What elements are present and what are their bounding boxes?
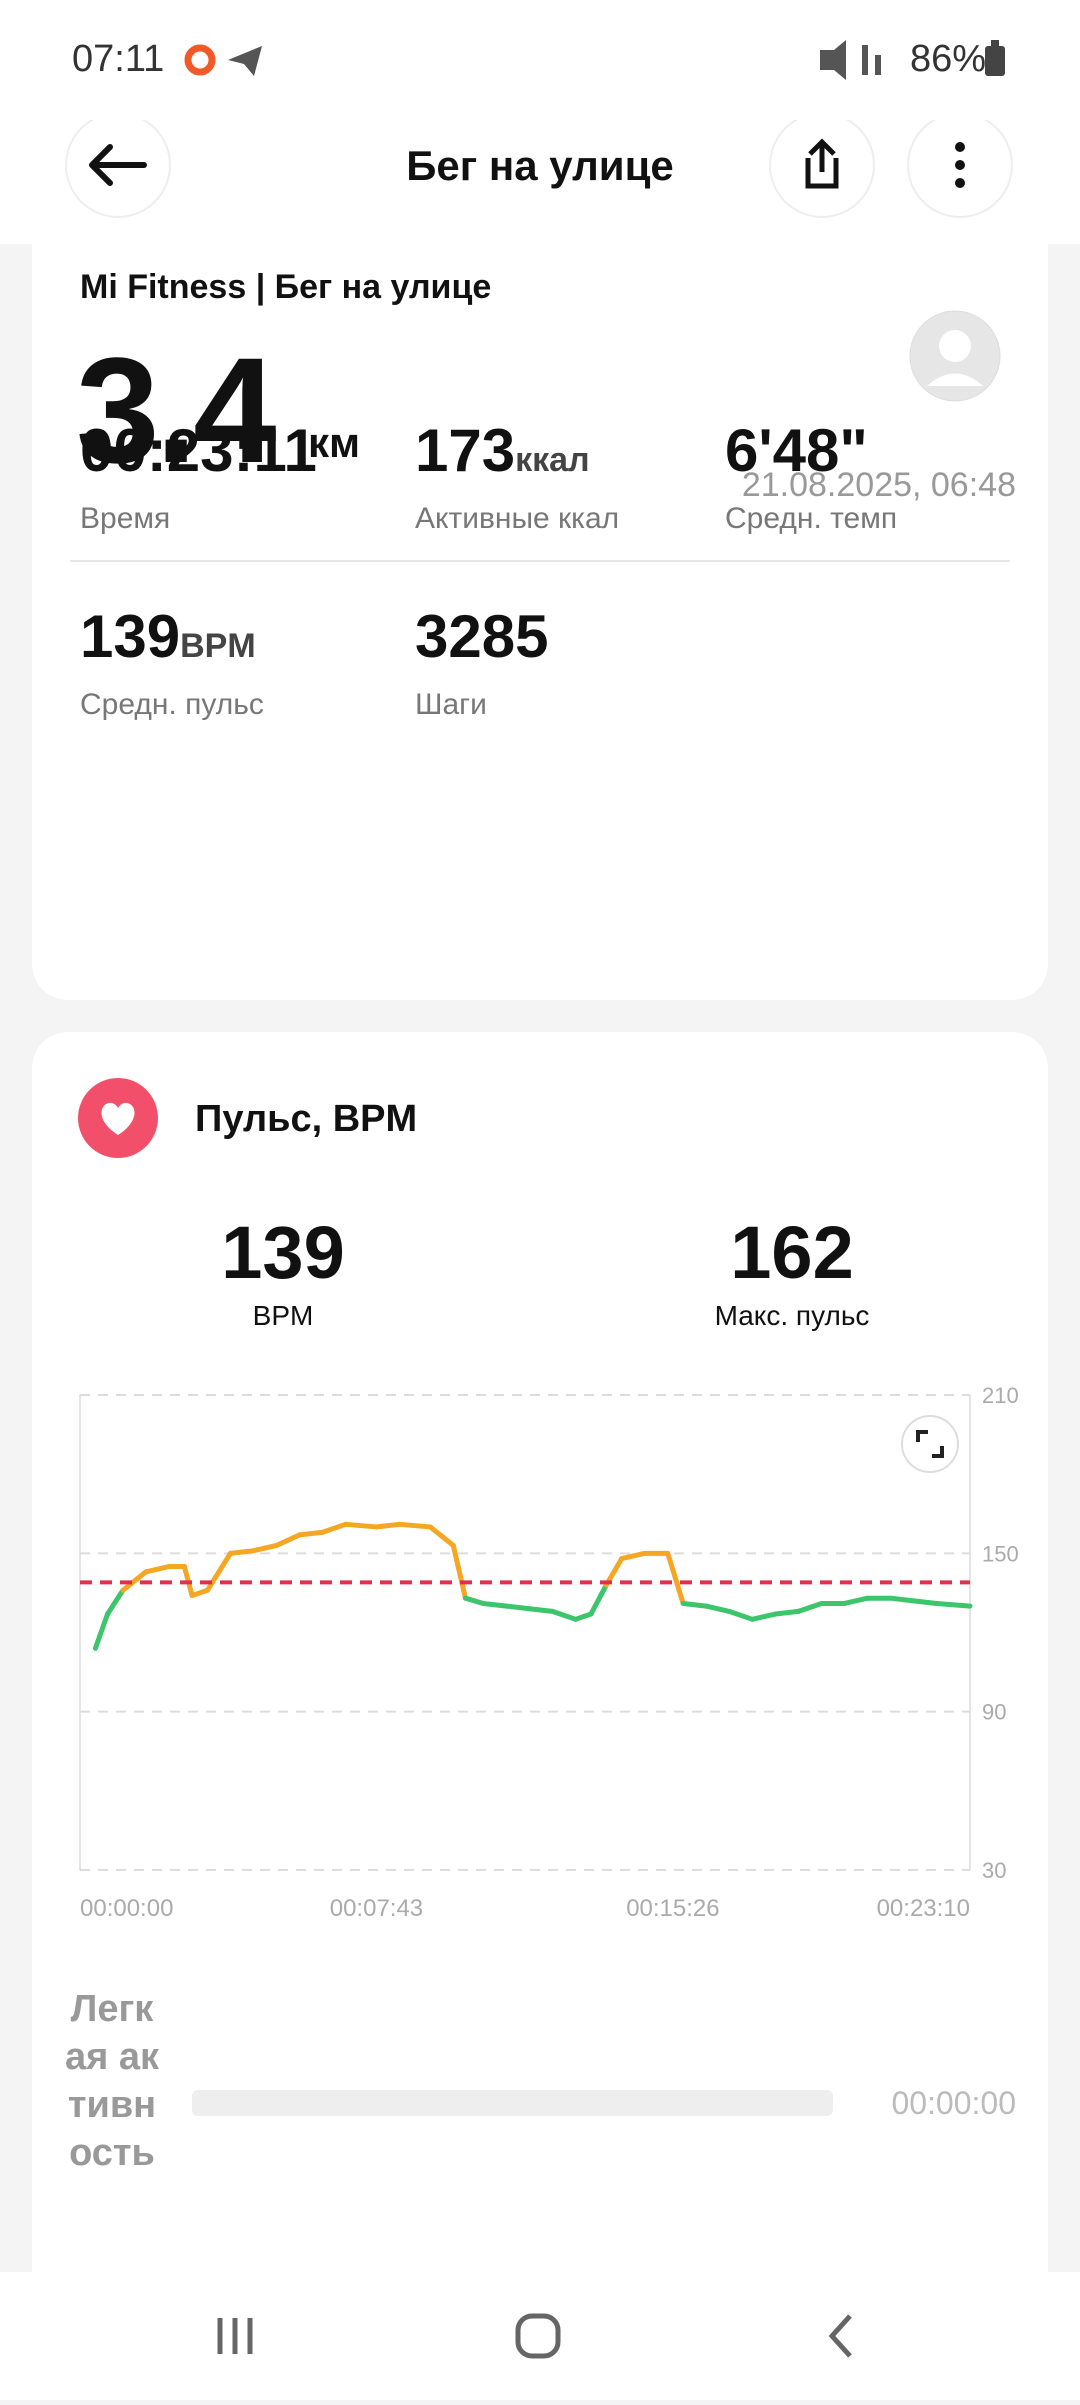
avg-value: 139 (221, 1211, 345, 1294)
avg-unit: BPM (252, 1300, 314, 1331)
distance: 3.4 (76, 326, 277, 494)
app-bar: Бег на улице (0, 120, 1080, 244)
nav-icons (217, 2313, 852, 2359)
stat-value: 139BPM (80, 602, 256, 671)
status-time: 07:11 (72, 38, 165, 80)
stat-number: 6'48" (725, 417, 868, 484)
back-nav-button[interactable] (828, 2314, 852, 2358)
stat-number: 173 (415, 417, 516, 484)
share-button[interactable] (769, 120, 875, 218)
back-button[interactable] (65, 120, 171, 218)
stat-value: 3285 (415, 602, 548, 671)
summary-card: Mi Fitness | Бег на улице 3.4 км 21.08.2… (32, 244, 1048, 1000)
source: Mi Fitness | Бег на улице (80, 268, 492, 306)
zone-label: Легкая активность (64, 1988, 160, 2174)
zone-time: 00:00:00 (891, 2085, 1016, 2121)
recents-button[interactable] (217, 2318, 253, 2354)
date: 21.08.2025, 06:48 (741, 466, 1016, 504)
stat-label: Время (80, 502, 171, 535)
battery: 86% (910, 38, 987, 80)
stat-number: 139 (80, 603, 181, 670)
status-icons (184, 40, 1005, 80)
stat-unit: ккал (515, 441, 590, 479)
distance-unit: км (308, 419, 361, 466)
heart-icon (78, 1078, 158, 1158)
app-bar-icons (65, 120, 1013, 218)
zone-bar (192, 2090, 833, 2116)
divider (70, 560, 1010, 562)
nav-bar (0, 2272, 1080, 2400)
stat-label: Средн. темп (725, 502, 898, 535)
max-value: 162 (730, 1211, 854, 1294)
stat-value: 6'48" (725, 416, 868, 485)
stat-value: 00:23:11 (80, 416, 317, 485)
heart-title: Пульс, BPM (195, 1098, 418, 1140)
max-label: Макс. пульс (714, 1300, 870, 1331)
screen-title: Бег на улице (406, 142, 674, 189)
stat-number: 3285 (415, 603, 549, 670)
stat-label: Активные ккал (415, 502, 620, 535)
stat-label: Средн. пульс (80, 688, 264, 721)
home-button[interactable] (515, 2313, 561, 2359)
status-bar: 07:11 86% (0, 0, 1080, 120)
stat-unit: BPM (180, 627, 256, 665)
avatar (909, 310, 1001, 402)
menu-button[interactable] (907, 120, 1013, 218)
stat-number: 00:23:11 (80, 417, 317, 484)
stat-value: 173ккал (415, 416, 590, 485)
stat-label: Шаги (415, 688, 487, 721)
heart-card: Пульс, BPM 139 BPM 162 Макс. пульс Легка… (32, 1032, 1048, 2332)
